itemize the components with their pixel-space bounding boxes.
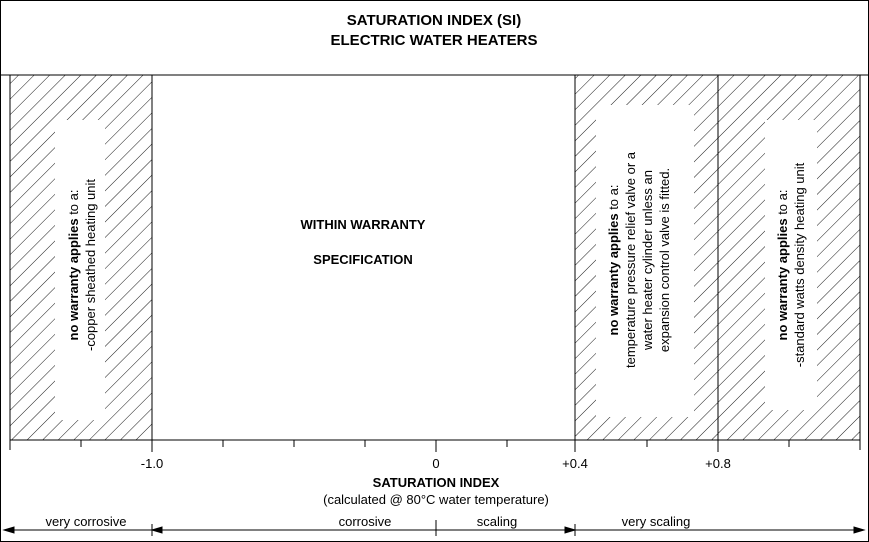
mid-right-zone-line2: temperature pressure relief valve or a — [623, 151, 638, 368]
mid-right-zone-label-bg — [596, 105, 694, 417]
tick-label: +0.8 — [705, 456, 731, 471]
range-scaling: scaling — [477, 514, 517, 529]
mid-right-zone-bold: no warranty applies — [606, 213, 621, 335]
range-very-scaling: very scaling — [622, 514, 691, 529]
tick-label: 0 — [432, 456, 439, 471]
mid-right-zone-line4: expansion control valve is fitted. — [657, 168, 672, 352]
arrow-right-end — [853, 526, 866, 534]
arrow-at-plus-0-4 — [564, 526, 577, 534]
right-zone-bold: no warranty applies — [775, 218, 790, 340]
tick-label: +0.4 — [562, 456, 588, 471]
axis-ticks — [9, 440, 861, 452]
range-corrosive: corrosive — [339, 514, 392, 529]
axis-title: SATURATION INDEX — [373, 475, 500, 490]
left-zone-label: no warranty applies to a: — [66, 189, 81, 340]
within-warranty-line2: SPECIFICATION — [313, 252, 412, 267]
arrow-at-minus-1 — [150, 526, 163, 534]
right-zone-label: no warranty applies to a: — [775, 189, 790, 340]
right-zone-line2: -standard watts density heating unit — [792, 162, 807, 367]
tick-label: -1.0 — [141, 456, 163, 471]
range-very-corrosive: very corrosive — [46, 514, 127, 529]
title-line-2: ELECTRIC WATER HEATERS — [331, 32, 538, 49]
right-zone-label-bg — [765, 120, 817, 410]
axis-subtitle: (calculated @ 80°C water temperature) — [323, 492, 549, 507]
right-zone-rest: to a: — [775, 189, 790, 218]
left-zone-line2: -copper sheathed heating unit — [83, 179, 98, 351]
mid-right-zone-rest: to a: — [606, 184, 621, 213]
title-line-1: SATURATION INDEX (SI) — [347, 12, 521, 29]
mid-right-zone-line3: water heater cylinder unless an — [640, 170, 655, 351]
arrow-left-end — [2, 526, 15, 534]
left-zone-rest: to a: — [66, 189, 81, 218]
left-zone-bold: no warranty applies — [66, 218, 81, 340]
range-bar — [2, 520, 866, 536]
within-warranty-line1: WITHIN WARRANTY — [301, 217, 426, 232]
left-zone-label-bg — [55, 120, 105, 420]
mid-right-zone-label: no warranty applies to a: — [606, 184, 621, 335]
